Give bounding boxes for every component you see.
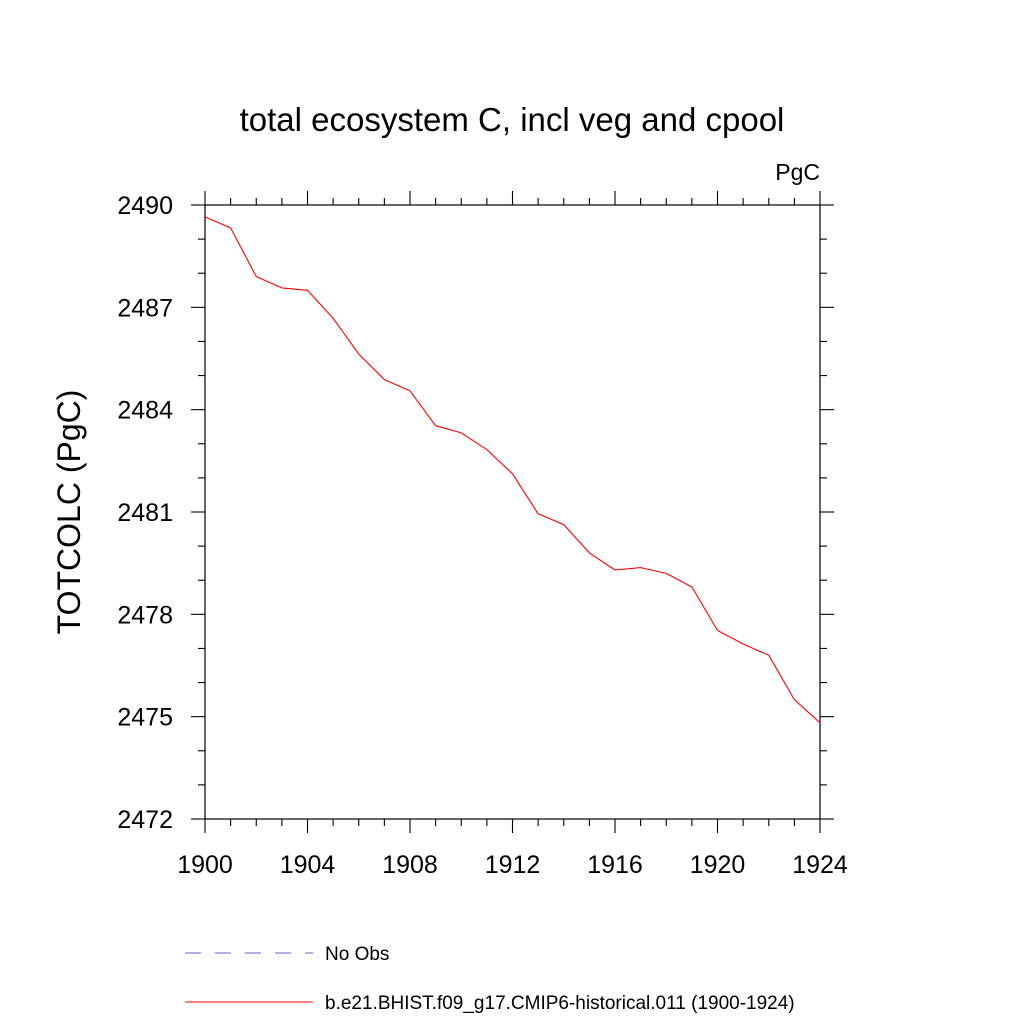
y-tick-label: 2490 bbox=[117, 192, 173, 220]
x-tick-label: 1916 bbox=[587, 851, 643, 879]
y-tick-label: 2484 bbox=[117, 397, 173, 425]
x-tick-label: 1920 bbox=[690, 851, 746, 879]
legend: No Obs b.e21.BHIST.f09_g17.CMIP6-historic… bbox=[185, 944, 795, 1014]
chart-title: total ecosystem C, incl veg and cpool bbox=[240, 101, 785, 138]
series-lines bbox=[204, 216, 821, 724]
y-tick-label: 2481 bbox=[117, 499, 173, 527]
y-tick-label: 2487 bbox=[117, 294, 173, 322]
series-line bbox=[204, 216, 821, 724]
x-tick-label: 1904 bbox=[280, 851, 336, 879]
x-tick-label: 1912 bbox=[485, 851, 541, 879]
legend-label: No Obs bbox=[325, 944, 389, 965]
x-tick-label: 1908 bbox=[382, 851, 438, 879]
legend-label: b.e21.BHIST.f09_g17.CMIP6-historical.011… bbox=[325, 993, 795, 1014]
plot-frame bbox=[204, 204, 821, 820]
y-tick-label: 2478 bbox=[117, 601, 173, 629]
y-tick-label: 2475 bbox=[117, 704, 173, 732]
y-axis-label: TOTCOLC (PgC) bbox=[51, 390, 87, 635]
y-tick-label: 2472 bbox=[117, 806, 173, 834]
axes: 1900 1904 1908 1912 1916 1920 1924 2472 2475 2478… bbox=[117, 191, 848, 879]
x-tick-label: 1900 bbox=[177, 851, 233, 879]
x-tick-label: 1924 bbox=[792, 851, 848, 879]
units-label: PgC bbox=[775, 159, 820, 185]
